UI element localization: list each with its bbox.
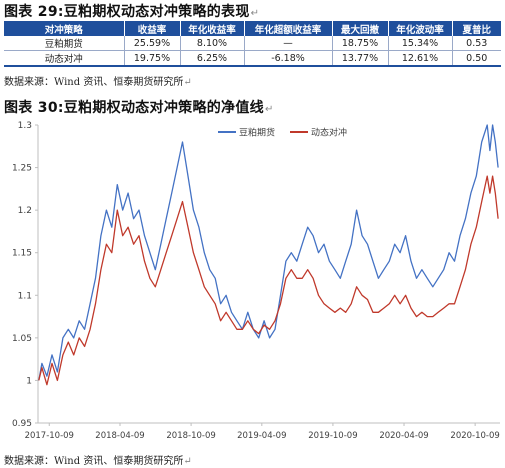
table-title: 图表 29:豆粕期权动态对冲策略的表现↵ — [4, 1, 259, 21]
table-cell: 8.10% — [180, 36, 245, 51]
table-cell: 12.61% — [388, 50, 453, 67]
x-tick-label: 2017-10-09 — [25, 431, 74, 441]
table-cell: 动态对冲 — [4, 50, 125, 67]
table-source-note: 数据来源：Wind 资讯、恒泰期货研究所↵ — [4, 73, 192, 88]
table-source-text: 数据来源：Wind 资讯、恒泰期货研究所 — [4, 77, 184, 88]
x-axis: 2017-10-09 2018-04-09 2018-10-09 2019-04-09… — [25, 422, 500, 441]
header-sharpe: 夏普比 — [452, 21, 501, 36]
table-cell: 15.34% — [388, 36, 453, 51]
table-cell: 18.75% — [332, 36, 389, 51]
x-tick-label: 2018-10-09 — [166, 431, 215, 441]
return-mark: ↵ — [183, 456, 192, 467]
chart-legend: 豆粕期货 动态对冲 — [218, 127, 347, 139]
table-cell: 25.59% — [124, 36, 181, 51]
header-return: 收益率 — [124, 21, 181, 36]
header-max-drawdown: 最大回撤 — [332, 21, 389, 36]
x-tick-label: 2019-10-09 — [308, 431, 357, 441]
y-tick-label: 1.05 — [12, 334, 32, 344]
table-cell: 0.50 — [452, 50, 501, 67]
header-annual-volatility: 年化波动率 — [388, 21, 453, 36]
legend-label-0: 豆粕期货 — [239, 127, 275, 139]
y-axis: 0.95 1 1.05 1.1 1.15 1.2 1.25 1.3 — [12, 121, 39, 429]
y-tick-label: 1.2 — [18, 206, 32, 216]
table-cell: — — [244, 36, 333, 51]
series-layer — [38, 124, 499, 386]
x-tick-label: 2020-10-09 — [450, 431, 499, 441]
table-cell: 6.25% — [180, 50, 245, 67]
table-cell: -6.18% — [244, 50, 333, 67]
table-cell: 豆粕期货 — [4, 36, 125, 51]
y-tick-label: 1.3 — [18, 121, 32, 131]
chart-source-text: 数据来源：Wind 资讯、恒泰期货研究所 — [4, 456, 184, 467]
table-cell: 13.77% — [332, 50, 389, 67]
table-title-text: 图表 29:豆粕期权动态对冲策略的表现 — [4, 4, 250, 20]
table-row: 豆粕期货 25.59% 8.10% — 18.75% 15.34% 0.53 — [4, 36, 501, 51]
header-annual-return: 年化收益率 — [180, 21, 245, 36]
header-strategy: 对冲策略 — [4, 21, 125, 36]
table-header-row: 对冲策略 收益率 年化收益率 年化超额收益率 最大回撤 年化波动率 夏普比 — [4, 21, 501, 36]
legend-label-1: 动态对冲 — [311, 127, 347, 139]
x-tick-label: 2019-04-09 — [237, 431, 286, 441]
x-tick-label: 2020-04-09 — [379, 431, 428, 441]
return-mark: ↵ — [250, 8, 260, 19]
y-tick-label: 1.25 — [12, 164, 32, 174]
chart-title-text: 图表 30:豆粕期权动态对冲策略的净值线 — [4, 100, 264, 116]
chart-title: 图表 30:豆粕期权动态对冲策略的净值线↵ — [4, 97, 274, 117]
table-cell: 19.75% — [124, 50, 181, 67]
performance-table: 对冲策略 收益率 年化收益率 年化超额收益率 最大回撤 年化波动率 夏普比 豆粕… — [4, 21, 501, 67]
return-mark: ↵ — [264, 104, 274, 115]
series-line-1 — [38, 175, 499, 386]
table-row: 动态对冲 19.75% 6.25% -6.18% 13.77% 12.61% 0… — [4, 50, 501, 67]
y-tick-label: 1.15 — [12, 249, 32, 259]
chart-source-note: 数据来源：Wind 资讯、恒泰期货研究所↵ — [4, 452, 192, 467]
y-tick-label: 1 — [26, 376, 32, 386]
return-mark: ↵ — [183, 77, 192, 88]
y-tick-label: 1.1 — [18, 291, 32, 301]
header-annual-excess-return: 年化超额收益率 — [244, 21, 333, 36]
table-cell: 0.53 — [452, 36, 501, 51]
x-tick-label: 2018-04-09 — [95, 431, 144, 441]
y-tick-label: 0.95 — [12, 419, 32, 429]
series-line-0 — [38, 124, 499, 381]
